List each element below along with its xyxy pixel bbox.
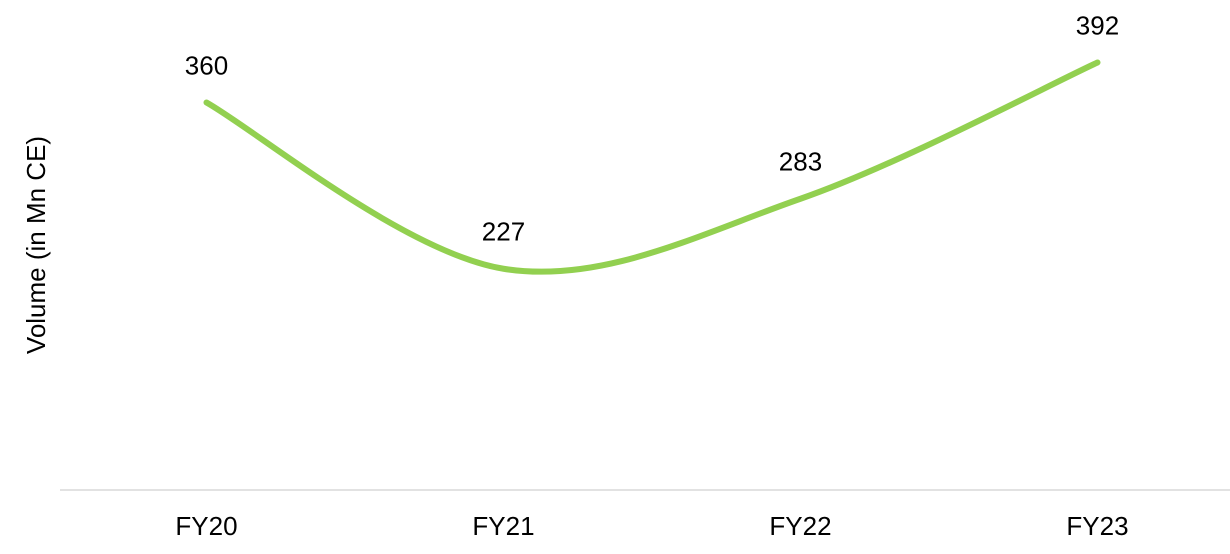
data-label: 283 (779, 147, 822, 177)
x-tick-label: FY20 (175, 511, 237, 541)
y-axis-label: Volume (in Mn CE) (21, 136, 51, 354)
line (203, 59, 1101, 275)
data-label: 227 (482, 217, 525, 247)
x-tick-label: FY22 (769, 511, 831, 541)
x-tick-label: FY21 (472, 511, 534, 541)
x-tick-label: FY23 (1066, 511, 1128, 541)
data-label: 360 (185, 50, 228, 80)
data-label: 392 (1076, 10, 1119, 40)
